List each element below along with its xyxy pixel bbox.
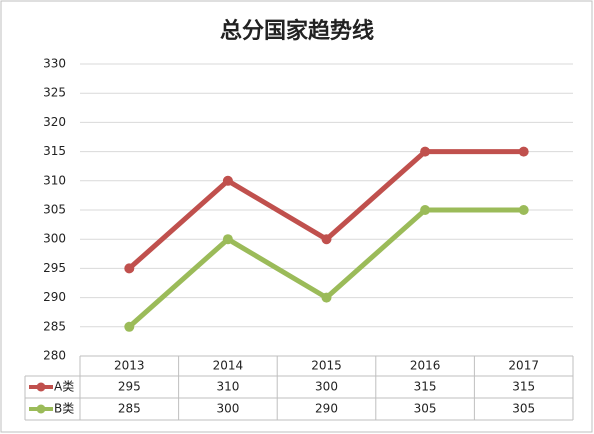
x-tick-label: 2013 — [114, 359, 145, 373]
table-value: 315 — [512, 380, 535, 394]
y-tick-label: 315 — [43, 144, 66, 158]
y-tick-label: 330 — [43, 57, 66, 71]
table-value: 285 — [118, 402, 141, 416]
y-tick-label: 320 — [43, 115, 66, 129]
x-tick-label: 2017 — [508, 359, 539, 373]
y-tick-label: 295 — [43, 261, 66, 275]
table-value: 310 — [216, 380, 239, 394]
point — [518, 205, 529, 215]
table-value: 300 — [216, 402, 239, 416]
legend-label: A类 — [54, 380, 74, 394]
table-value: 300 — [315, 380, 338, 394]
point — [124, 321, 135, 332]
y-tick-label: 310 — [43, 173, 66, 187]
y-tick-label: 325 — [43, 86, 66, 100]
y-tick-label: 300 — [43, 232, 66, 246]
legend-marker — [36, 404, 46, 414]
y-tick-label: 305 — [43, 203, 66, 217]
chart-title: 总分国家趋势线 — [220, 18, 374, 44]
x-tick-label: 2014 — [213, 359, 244, 373]
point — [321, 292, 332, 303]
point — [222, 234, 233, 245]
point — [518, 146, 529, 157]
point — [420, 205, 431, 215]
table-value: 290 — [315, 402, 338, 416]
table-value: 315 — [414, 380, 437, 394]
x-tick-label: 2015 — [311, 359, 342, 373]
table-value: 305 — [512, 402, 535, 416]
point — [420, 146, 431, 157]
table-value: 295 — [118, 380, 141, 394]
y-tick-label: 285 — [43, 319, 66, 333]
y-tick-label: 280 — [43, 349, 66, 363]
x-tick-label: 2016 — [410, 359, 441, 373]
point — [321, 234, 332, 245]
point — [124, 263, 135, 274]
legend-label: B类 — [54, 402, 74, 416]
table-value: 305 — [414, 402, 437, 416]
legend-marker — [36, 382, 46, 392]
point — [222, 175, 233, 186]
y-tick-label: 290 — [43, 290, 66, 304]
